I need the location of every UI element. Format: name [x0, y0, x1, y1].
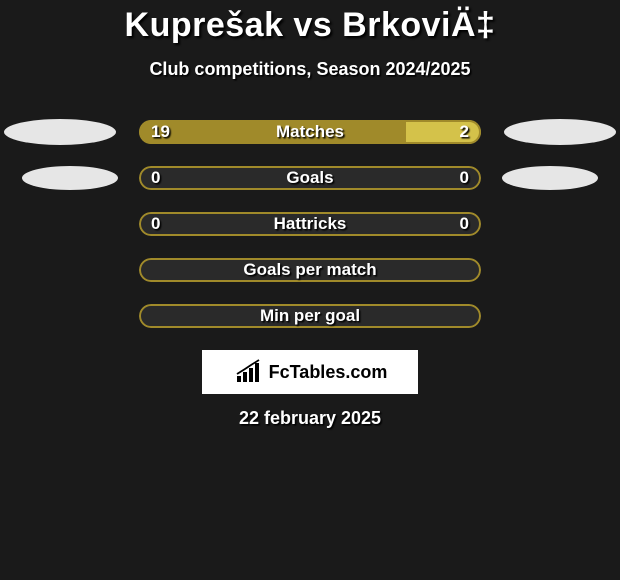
bar-border: [139, 258, 481, 282]
stat-label: Hattricks: [139, 214, 481, 234]
subtitle: Club competitions, Season 2024/2025: [149, 59, 470, 80]
stat-label: Goals per match: [139, 260, 481, 280]
comparison-card: Kuprešak vs BrkoviÄ‡ Club competitions, …: [0, 0, 620, 429]
bar-border: [139, 212, 481, 236]
stat-bar: Min per goal: [139, 304, 481, 328]
player-shape-left: [22, 166, 118, 190]
bar-fill-right: [406, 120, 481, 144]
stat-bar: 0 0Hattricks: [139, 212, 481, 236]
stat-right-value: 0: [460, 168, 469, 188]
date-line: 22 february 2025: [239, 408, 381, 429]
page-title: Kuprešak vs BrkoviÄ‡: [125, 6, 496, 45]
stat-row-hattricks: 0 0Hattricks: [0, 212, 620, 236]
stat-row-goals: 0 0Goals: [0, 166, 620, 190]
bar-border: [139, 304, 481, 328]
bar-fill-left: [139, 120, 406, 144]
player-shape-right: [502, 166, 598, 190]
stat-row-matches: 192Matches: [0, 120, 620, 144]
stat-row-goals_per_match: Goals per match: [0, 258, 620, 282]
stat-left-value: 0: [151, 214, 160, 234]
player-shape-right: [504, 119, 616, 145]
stat-left-value: 0: [151, 168, 160, 188]
logo-box: FcTables.com: [202, 350, 418, 394]
stat-row-min_per_goal: Min per goal: [0, 304, 620, 328]
player-shape-left: [4, 119, 116, 145]
stat-label: Min per goal: [139, 306, 481, 326]
stats-area: 192Matches00Goals00HattricksGoals per ma…: [0, 120, 620, 328]
stat-bar: 192Matches: [139, 120, 481, 144]
stat-bar: 0 0Goals: [139, 166, 481, 190]
stat-right-value: 0: [460, 214, 469, 234]
bar-border: [139, 166, 481, 190]
stat-label: Goals: [139, 168, 481, 188]
stat-bar: Goals per match: [139, 258, 481, 282]
logo-text: FcTables.com: [269, 362, 388, 383]
bar-chart-icon: [233, 358, 265, 386]
